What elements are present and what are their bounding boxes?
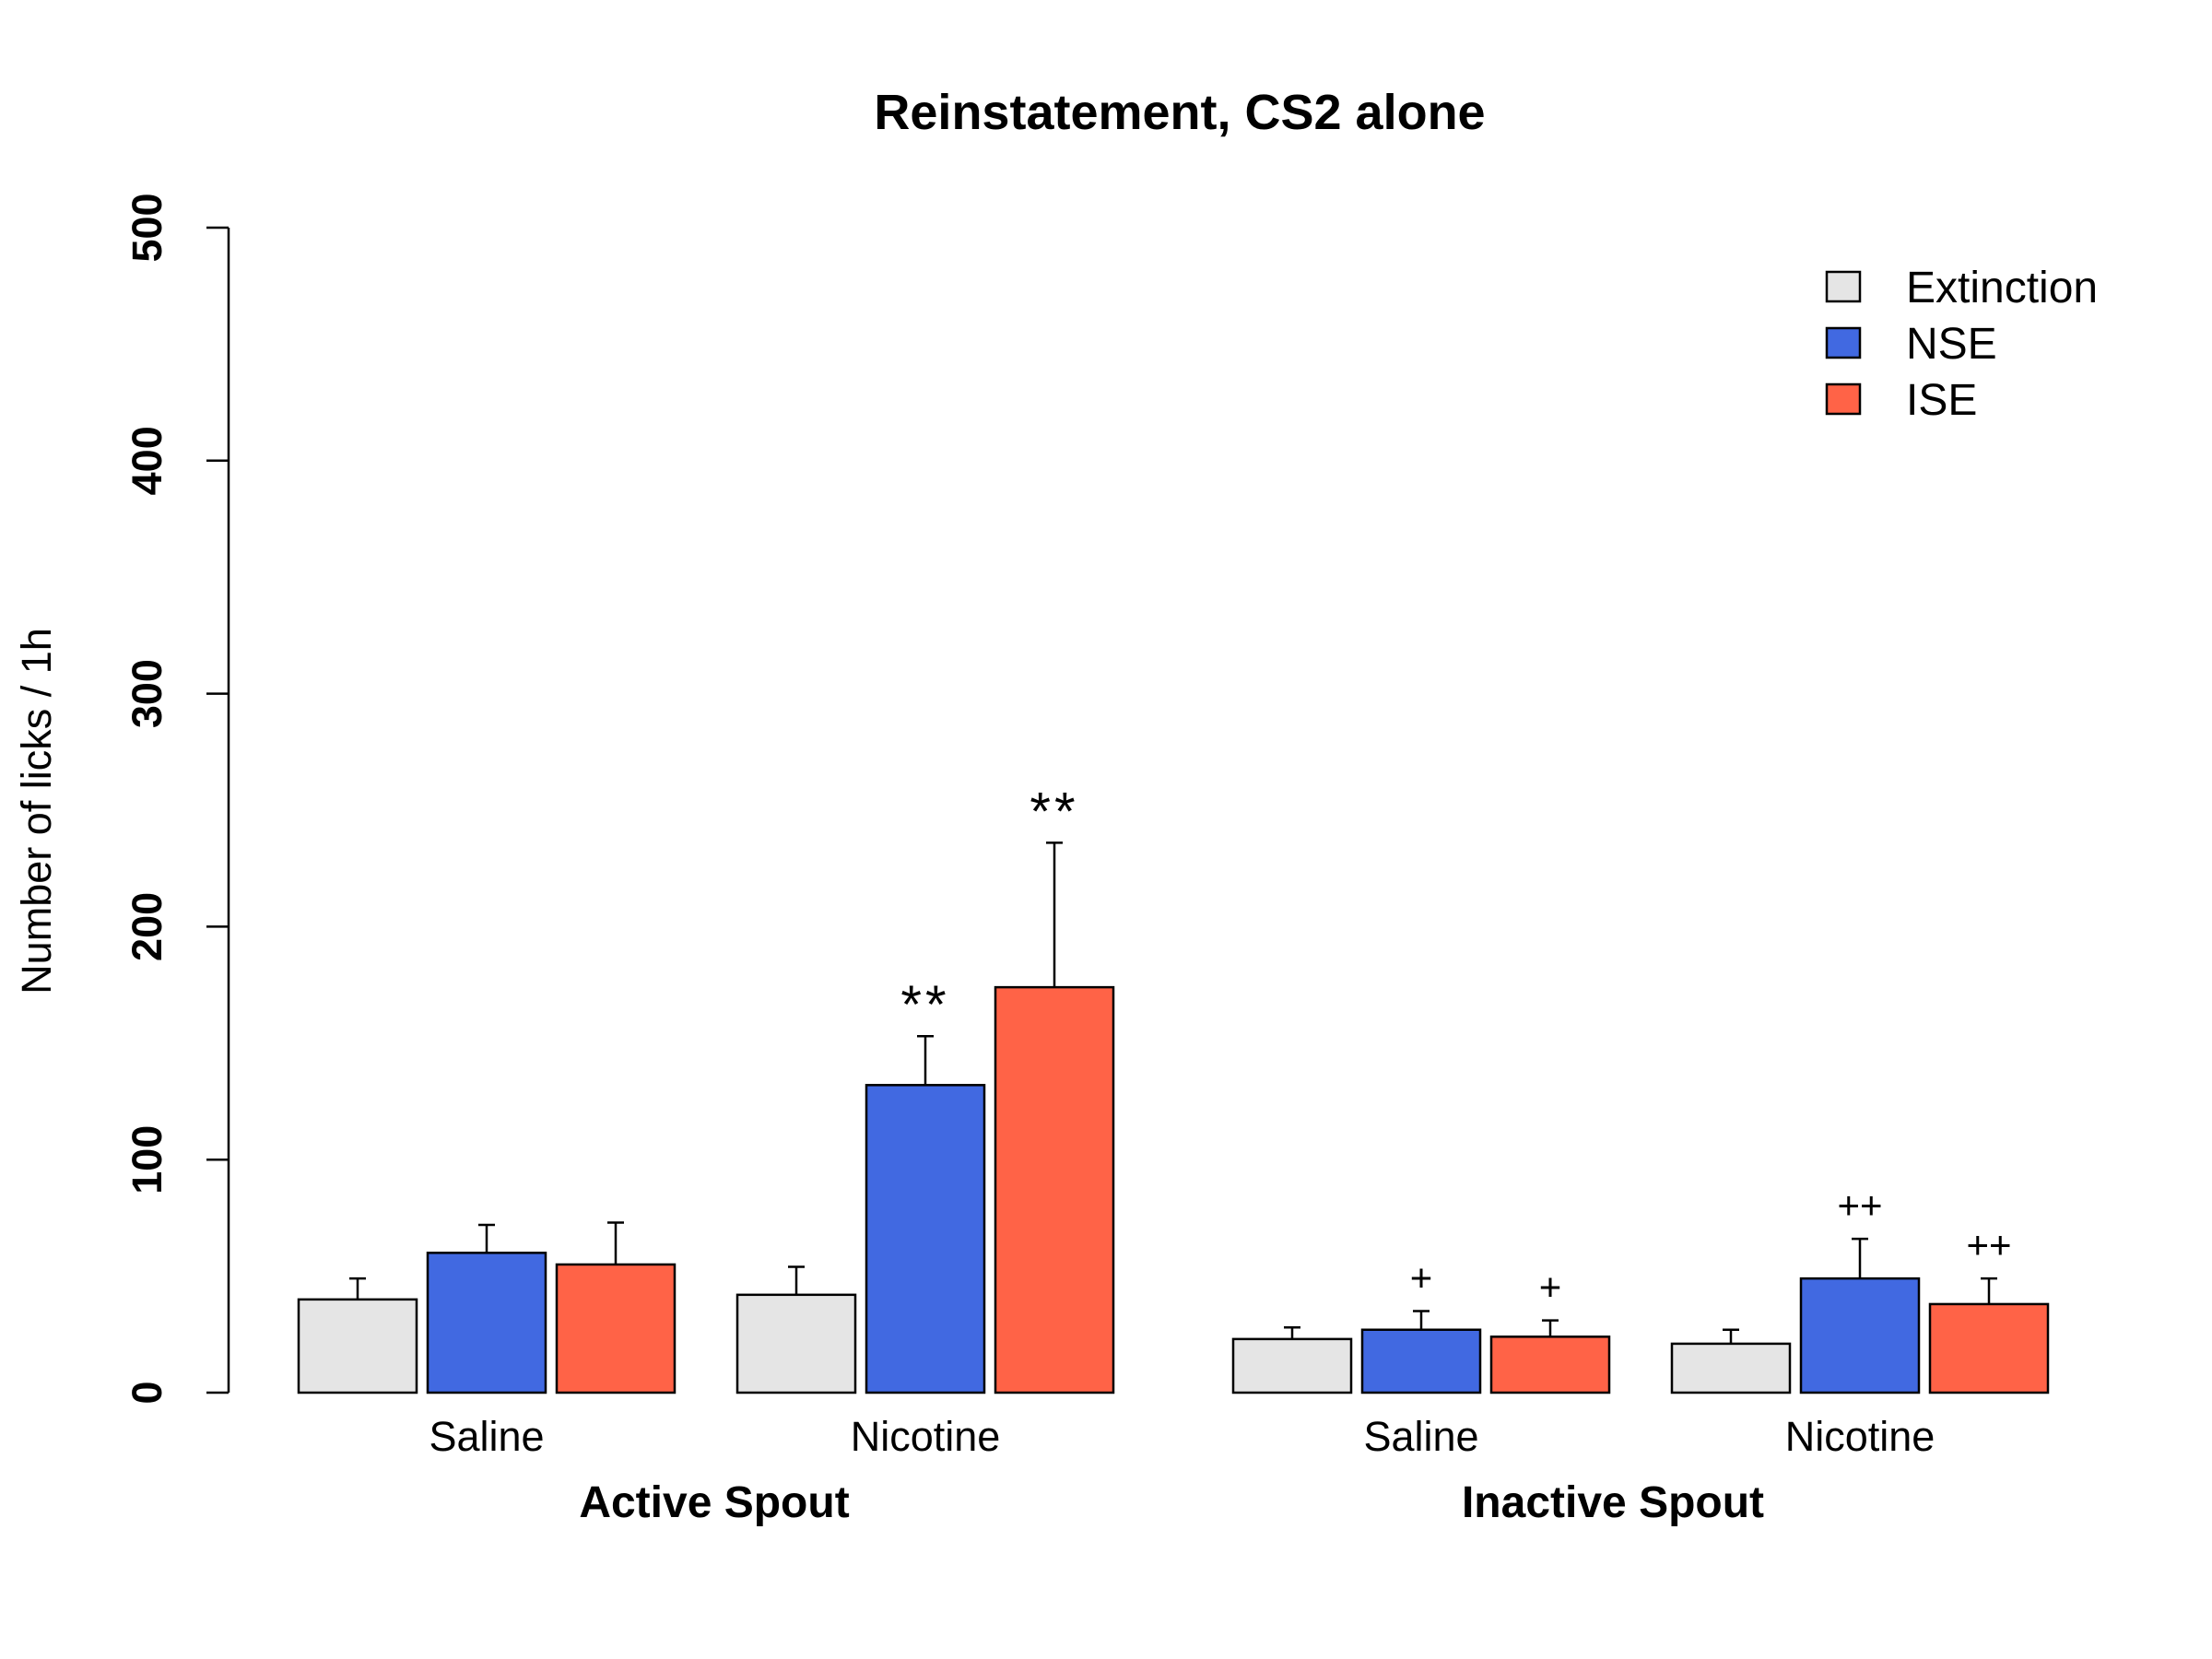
y-axis: 0 100 200 300 400 500 xyxy=(124,193,230,1405)
significance-marker: + xyxy=(1539,1265,1562,1309)
significance-marker: ++ xyxy=(1966,1223,2011,1266)
bar-nse xyxy=(865,1084,986,1394)
bar-extinction xyxy=(1670,1342,1792,1394)
group-label: Active Spout xyxy=(579,1478,849,1527)
y-tick-label: 0 xyxy=(124,1381,171,1404)
y-tick-label: 100 xyxy=(124,1125,171,1194)
legend-swatch-ise xyxy=(1825,382,1862,416)
bar-ise xyxy=(1489,1335,1611,1394)
significance-marker: + xyxy=(1410,1256,1433,1300)
significance-marker: ** xyxy=(900,975,949,1035)
bar-extinction xyxy=(735,1293,857,1394)
y-tick-label: 400 xyxy=(124,426,171,495)
category-label: Saline xyxy=(429,1413,544,1460)
y-tick-label: 200 xyxy=(124,892,171,961)
bar-extinction xyxy=(1231,1337,1353,1394)
chart-title: Reinstatement, CS2 alone xyxy=(874,85,1485,140)
legend-swatch-nse xyxy=(1825,326,1862,359)
bar-ise xyxy=(994,985,1115,1394)
bar-ise xyxy=(1928,1302,2050,1394)
category-label: Saline xyxy=(1363,1413,1478,1460)
bars: ****+ +++++ xyxy=(297,782,2050,1394)
group-label: Inactive Spout xyxy=(1462,1478,1764,1527)
y-tick-label: 500 xyxy=(124,193,171,262)
legend-label: Extinction xyxy=(1906,264,2098,312)
significance-marker: ++ xyxy=(1837,1183,1882,1227)
category-label: Nicotine xyxy=(851,1413,1001,1460)
legend: Extinction NSE ISE xyxy=(1825,264,2098,425)
bar-nse xyxy=(1799,1277,1921,1394)
bar-ise xyxy=(555,1263,677,1394)
legend-label: ISE xyxy=(1906,376,1977,425)
bar-nse xyxy=(426,1252,547,1394)
y-axis-label: Number of licks / 1h xyxy=(13,628,60,994)
legend-label: NSE xyxy=(1906,320,1997,369)
bar-nse xyxy=(1360,1328,1482,1394)
category-label: Nicotine xyxy=(1785,1413,1936,1460)
y-tick-label: 300 xyxy=(124,659,171,728)
bar-extinction xyxy=(297,1298,418,1394)
legend-swatch-extinction xyxy=(1825,270,1862,303)
significance-marker: ** xyxy=(1030,782,1078,841)
